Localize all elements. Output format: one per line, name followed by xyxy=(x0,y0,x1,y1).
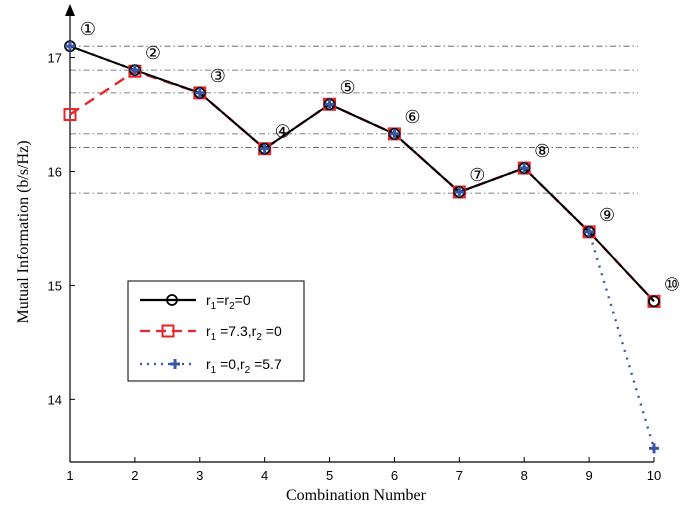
data-point-r2 xyxy=(65,41,75,52)
data-point-r2 xyxy=(194,87,205,98)
series-line-r1 xyxy=(69,70,655,303)
legend-marker-r2 xyxy=(170,359,180,369)
legend-marker-r0 xyxy=(166,294,178,306)
legend: r1=r2=0 r1 =7.3,r2 =0 r1 =0,r2 =5.7 xyxy=(127,280,305,382)
x-axis-title: Combination Number xyxy=(286,487,427,504)
point-annotation: ⑥ xyxy=(404,107,420,128)
point-annotation: ② xyxy=(145,43,161,64)
x-tick-label: 4 xyxy=(261,468,268,483)
point-annotation: ③ xyxy=(210,66,226,87)
x-tick-label: 3 xyxy=(196,468,203,483)
data-point-r0 xyxy=(648,295,660,308)
data-point-r2 xyxy=(259,143,270,154)
y-tick-label: 17 xyxy=(48,51,62,66)
legend-marker-r1 xyxy=(161,324,175,338)
annotations: ① ② ③ ④ ⑤ ⑥ ⑦ ⑧ ⑨ ⑩ xyxy=(80,19,680,295)
data-point-r2 xyxy=(389,128,400,139)
data-point-r1 xyxy=(63,108,77,122)
point-annotation: ⑨ xyxy=(599,205,615,226)
point-annotation: ⑤ xyxy=(339,77,355,98)
series-line-r2 xyxy=(69,45,656,449)
reference-lines xyxy=(70,45,638,194)
data-point-r2 xyxy=(324,99,335,110)
y-ticks: 14 15 16 17 xyxy=(48,51,75,407)
point-annotation: ⑧ xyxy=(534,141,550,162)
point-annotation: ⑩ xyxy=(664,274,680,295)
point-annotation: ① xyxy=(80,19,96,40)
x-tick-label: 10 xyxy=(647,468,661,483)
y-tick-label: 14 xyxy=(48,392,62,407)
data-point-r2 xyxy=(454,187,465,197)
legend-label-r2: r1 =0,r2 =5.7 xyxy=(206,356,282,376)
y-axis-title: Mutual Information (b/s/Hz) xyxy=(15,140,32,323)
y-tick-label: 16 xyxy=(48,164,62,179)
x-ticks: 1 2 3 4 5 6 7 8 9 10 xyxy=(66,457,661,483)
y-tick-label: 15 xyxy=(48,278,62,293)
series-line-r0 xyxy=(69,45,655,303)
y-axis-arrow-icon xyxy=(65,4,75,16)
point-annotation: ⑦ xyxy=(469,165,485,186)
series-layer xyxy=(63,40,661,454)
x-tick-label: 1 xyxy=(66,468,73,483)
data-point-r2 xyxy=(519,163,530,174)
x-tick-label: 7 xyxy=(456,468,463,483)
data-point-r2 xyxy=(129,65,140,76)
data-point-r2 xyxy=(649,443,659,454)
legend-label-r1: r1 =7.3,r2 =0 xyxy=(206,323,282,343)
x-tick-label: 6 xyxy=(391,468,398,483)
x-tick-label: 5 xyxy=(326,468,333,483)
x-tick-label: 2 xyxy=(131,468,138,483)
x-tick-label: 8 xyxy=(521,468,528,483)
x-tick-label: 9 xyxy=(585,468,592,483)
data-point-r2 xyxy=(584,226,595,237)
legend-label-r0: r1=r2=0 xyxy=(206,292,251,312)
axes xyxy=(65,4,654,463)
point-annotation: ④ xyxy=(275,122,291,143)
